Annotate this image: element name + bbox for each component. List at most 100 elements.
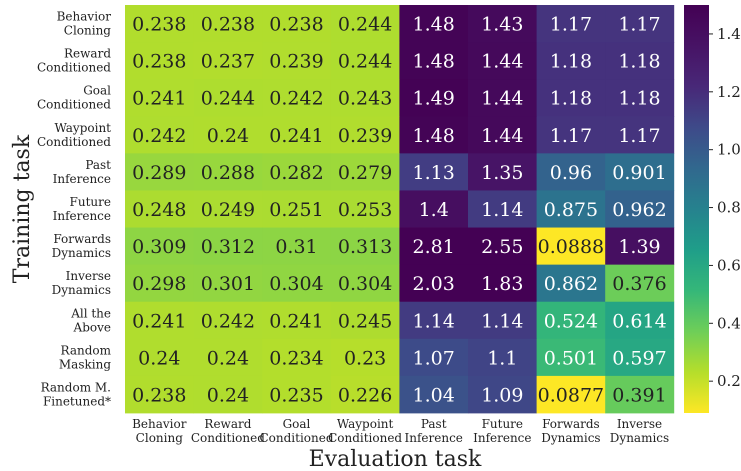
cell-value: 0.875 xyxy=(544,199,598,221)
cell-value: 1.07 xyxy=(413,347,455,369)
heatmap-cell xyxy=(330,301,400,340)
colorbar-tick-label: 1.4 xyxy=(717,25,741,43)
cell-value: 0.241 xyxy=(132,88,186,110)
row-label: Forwards xyxy=(53,232,111,246)
row-label: Masking xyxy=(59,357,111,371)
heatmap-cell xyxy=(330,375,400,414)
heatmap-cell xyxy=(125,116,194,154)
row-label: Cloning xyxy=(64,24,112,38)
heatmap-cell xyxy=(399,301,469,340)
row-label: Reward xyxy=(64,47,111,61)
heatmap-cell xyxy=(125,264,194,303)
heatmap-cell xyxy=(193,153,263,191)
heatmap-cell xyxy=(536,301,606,340)
cell-value: 0.304 xyxy=(269,273,323,295)
cell-value: 0.96 xyxy=(550,162,592,184)
heatmap-cell xyxy=(468,227,537,266)
cell-value: 0.0877 xyxy=(538,384,604,406)
cell-value: 1.83 xyxy=(481,273,523,295)
heatmap-cell xyxy=(330,42,400,80)
heatmap-cell xyxy=(330,79,400,117)
heatmap-cell xyxy=(399,264,469,303)
cell-value: 0.501 xyxy=(544,347,598,369)
cell-value: 0.242 xyxy=(132,125,186,147)
cell-value: 1.48 xyxy=(413,125,455,147)
cell-value: 1.14 xyxy=(413,310,455,332)
heatmap-cell xyxy=(399,79,469,117)
heatmap-cell xyxy=(330,338,400,377)
heatmap-cell xyxy=(605,338,675,377)
cell-value: 0.282 xyxy=(269,162,323,184)
cell-value: 2.81 xyxy=(413,236,455,258)
cell-value: 0.301 xyxy=(201,273,255,295)
cell-value: 0.597 xyxy=(612,347,666,369)
row-label: Random M. xyxy=(41,380,111,394)
heatmap-cell xyxy=(468,5,537,43)
cell-value: 0.238 xyxy=(201,14,255,36)
column-label: Goal xyxy=(283,417,311,431)
cell-value: 1.17 xyxy=(550,125,592,147)
cell-value: 0.241 xyxy=(269,310,323,332)
cell-value: 0.524 xyxy=(544,310,598,332)
x-axis-label: Evaluation task xyxy=(309,447,482,471)
cell-value: 1.17 xyxy=(618,125,660,147)
heatmap-cell xyxy=(262,42,332,80)
heatmap-cell xyxy=(468,190,537,228)
column-label: Past xyxy=(421,417,447,431)
heatmap-cell xyxy=(262,375,332,414)
heatmap-cell xyxy=(193,227,263,266)
cell-value: 0.24 xyxy=(207,347,249,369)
cell-value: 0.253 xyxy=(338,199,392,221)
cell-value: 1.18 xyxy=(550,51,592,73)
cell-value: 0.226 xyxy=(338,384,392,406)
colorbar-tick-label: 0.2 xyxy=(717,372,741,390)
cell-value: 0.234 xyxy=(269,347,323,369)
heatmap-cell xyxy=(330,5,400,43)
heatmap-cell xyxy=(125,42,194,80)
column-label: Inference xyxy=(404,431,462,445)
heatmap-cell xyxy=(399,227,469,266)
heatmap-cell xyxy=(193,375,263,414)
heatmap-cell xyxy=(193,190,263,228)
heatmap-cell xyxy=(193,79,263,117)
heatmap-cell xyxy=(399,190,469,228)
column-label: Dynamics xyxy=(610,431,669,445)
heatmap-cell xyxy=(193,116,263,154)
cell-value: 1.09 xyxy=(481,384,523,406)
cell-value: 1.44 xyxy=(481,125,523,147)
heatmap-cell xyxy=(399,375,469,414)
heatmap-cell xyxy=(605,375,675,414)
cell-value: 0.248 xyxy=(132,199,186,221)
y-axis-label: Training task xyxy=(10,134,35,283)
heatmap-cell xyxy=(536,227,606,266)
heatmap-cell xyxy=(605,264,675,303)
heatmap-cell xyxy=(193,42,263,80)
heatmap-cell xyxy=(330,264,400,303)
row-label: Inference xyxy=(53,172,111,186)
column-label: Behavior xyxy=(132,417,187,431)
colorbar-tick-label: 0.8 xyxy=(717,199,741,217)
cell-value: 1.14 xyxy=(481,199,523,221)
heatmap-cell xyxy=(330,190,400,228)
heatmap-cell xyxy=(125,190,194,228)
heatmap-cell xyxy=(536,79,606,117)
heatmap-cell xyxy=(262,153,332,191)
heatmap-cell xyxy=(536,116,606,154)
heatmap-cell xyxy=(193,338,263,377)
cell-value: 1.17 xyxy=(550,14,592,36)
column-label: Conditioned xyxy=(328,431,402,445)
cell-value: 0.376 xyxy=(612,273,666,295)
cell-value: 0.245 xyxy=(338,310,392,332)
heatmap-cell xyxy=(262,79,332,117)
heatmap-cell xyxy=(262,227,332,266)
row-label: Inference xyxy=(53,209,111,223)
column-tick-labels: BehaviorCloningRewardConditionedGoalCond… xyxy=(132,417,669,445)
cell-value: 1.13 xyxy=(413,162,455,184)
heatmap-cell xyxy=(468,116,537,154)
heatmap-cell xyxy=(468,42,537,80)
row-label: Random xyxy=(61,343,112,357)
cell-value: 0.289 xyxy=(132,162,186,184)
cell-value: 2.55 xyxy=(481,236,523,258)
cell-value: 1.44 xyxy=(481,51,523,73)
